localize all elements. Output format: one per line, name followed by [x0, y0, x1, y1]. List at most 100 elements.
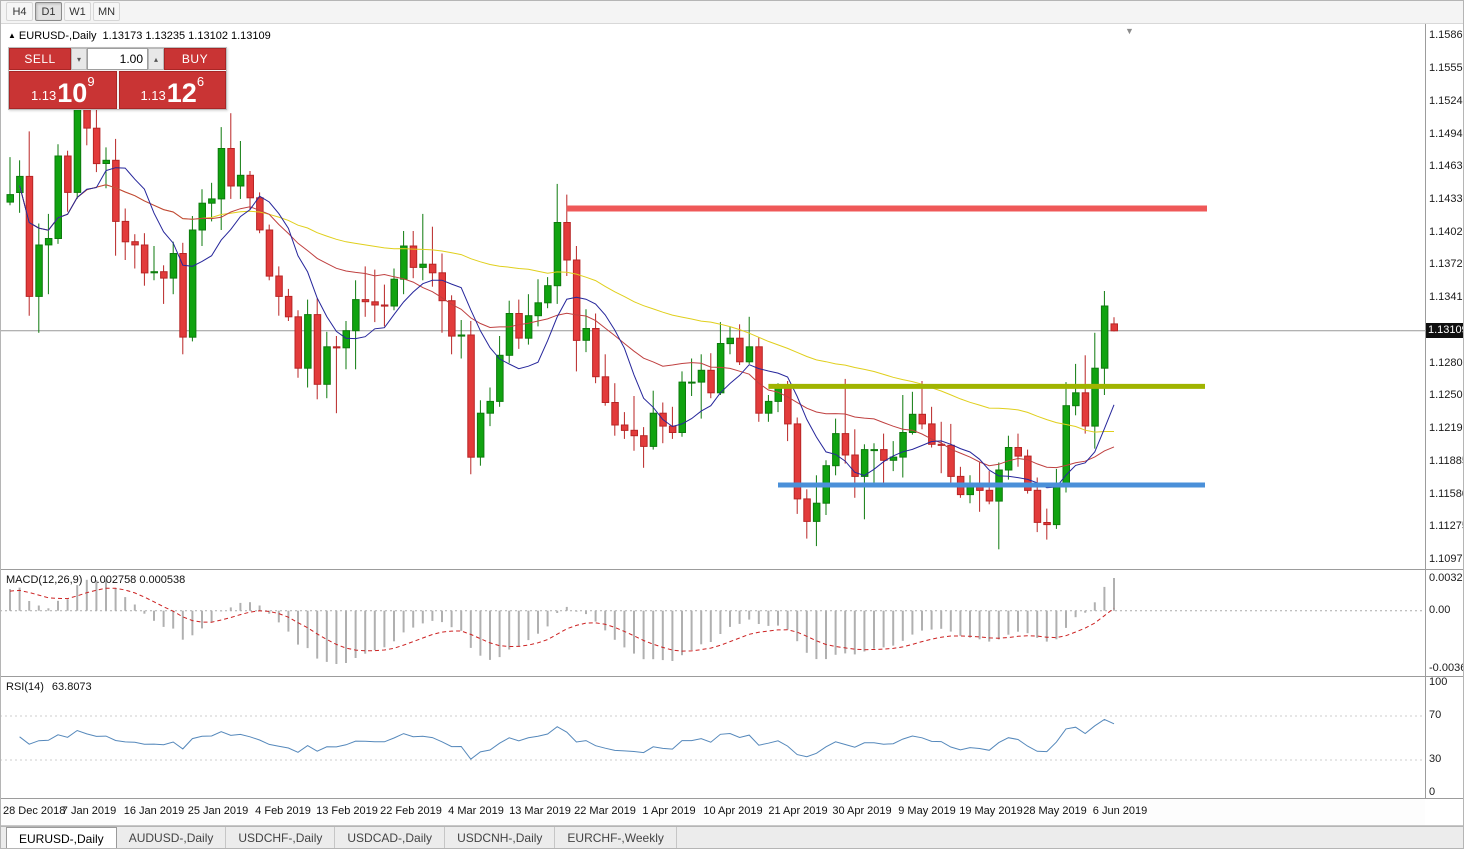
candle-body: [524, 315, 533, 339]
candle-body: [812, 502, 821, 522]
candle-body: [400, 245, 408, 280]
candle-body: [851, 454, 859, 477]
buy-price-point: 6: [196, 74, 205, 89]
candle-body: [764, 400, 773, 414]
timeframe-button-mn[interactable]: MN: [93, 2, 120, 22]
date-axis-label: 22 Feb 2019: [380, 805, 442, 817]
candle-body: [284, 295, 293, 318]
volume-decrease-button[interactable]: ▾: [71, 48, 87, 70]
candle-body: [438, 272, 446, 302]
candle-body: [409, 245, 418, 268]
candle-body: [448, 300, 456, 337]
candle-body: [169, 253, 178, 279]
rsi-label: RSI(14) 63.8073: [6, 681, 100, 693]
candle-body: [793, 423, 802, 500]
sell-price-pips: 10: [57, 77, 88, 108]
candle-body: [985, 489, 994, 502]
candle-body: [784, 387, 792, 425]
macd-canvas[interactable]: [0, 570, 1425, 676]
rsi-axis-label: 70: [1429, 709, 1442, 721]
panel-separator[interactable]: [0, 569, 1464, 570]
candle-body: [899, 432, 907, 458]
macd-name: MACD(12,26,9): [6, 574, 83, 586]
sell-button[interactable]: SELL: [9, 48, 71, 70]
chart-tab-audusd-daily[interactable]: AUDUSD-,Daily: [117, 827, 227, 849]
buy-price-button[interactable]: 1.13 12 6: [118, 71, 226, 109]
candle-body: [160, 271, 168, 279]
chart-tab-usdchf-daily[interactable]: USDCHF-,Daily: [226, 827, 336, 849]
macd-axis-label: 0.003287: [1429, 572, 1464, 584]
candle-body: [236, 174, 245, 187]
candle-body: [265, 229, 274, 277]
candle-body: [227, 148, 235, 187]
top-toolbar: H4 D1 W1 MN: [0, 0, 1464, 24]
chart-tab-eurusd-daily[interactable]: EURUSD-,Daily: [6, 827, 117, 849]
price-axis-label: 1.15860: [1429, 29, 1464, 41]
macd-indicator-panel[interactable]: MACD(12,26,9) 0.002758 0.000538: [0, 570, 1425, 676]
macd-axis-label: -0.003659: [1429, 662, 1464, 674]
macd-values: 0.002758 0.000538: [90, 574, 186, 586]
date-axis[interactable]: 28 Dec 2018 7 Jan 2019 16 Jan 2019 25 Jan 2…: [0, 799, 1425, 825]
candle-body: [918, 413, 926, 425]
candle-body: [1014, 447, 1022, 457]
price-axis-label: 1.11885: [1429, 454, 1464, 467]
candle-body: [745, 346, 754, 363]
volume-increase-button[interactable]: ▴: [148, 48, 164, 70]
timeframe-button-h4[interactable]: H4: [6, 2, 33, 22]
rsi-indicator-panel[interactable]: RSI(14) 63.8073: [0, 677, 1425, 798]
candle-body: [44, 238, 53, 246]
chart-tab-usdcad-daily[interactable]: USDCAD-,Daily: [335, 827, 446, 849]
date-axis-label: 25 Jan 2019: [187, 805, 249, 817]
candle-body: [371, 301, 379, 306]
candle-body: [1052, 483, 1061, 526]
date-axis-label: 13 Mar 2019: [509, 805, 571, 817]
rsi-line: [19, 718, 1115, 760]
sell-price-button[interactable]: 1.13 10 9: [9, 71, 117, 109]
date-axis-label: 16 Jan 2019: [123, 805, 185, 817]
candle-body: [476, 412, 485, 458]
rsi-canvas[interactable]: [0, 677, 1425, 798]
date-axis-label: 28 May 2019: [1023, 805, 1087, 817]
date-axis-label: 30 Apr 2019: [832, 805, 892, 817]
timeframe-button-w1[interactable]: W1: [64, 2, 91, 22]
sell-price-point: 9: [87, 74, 95, 89]
candle-body: [1110, 323, 1118, 332]
candle-body: [217, 148, 226, 200]
panel-separator[interactable]: [0, 676, 1464, 677]
ma-mid-line: [19, 184, 1115, 469]
candle-body: [1024, 455, 1032, 491]
panel-separator: [0, 798, 1464, 799]
candle-body: [841, 433, 850, 456]
candle-body: [515, 313, 523, 339]
volume-input[interactable]: [87, 48, 148, 70]
candle-body: [582, 328, 590, 341]
candle-body: [179, 253, 187, 338]
candle-body: [860, 449, 869, 477]
date-axis-label: 19 May 2019: [959, 805, 1023, 817]
chart-tab-usdcnh-daily[interactable]: USDCNH-,Daily: [445, 827, 556, 849]
chart-symbol-label: EURUSD-,Daily: [18, 30, 97, 42]
price-axis-label: 1.13720: [1429, 258, 1464, 271]
price-axis-label: 1.15245: [1429, 94, 1464, 107]
date-axis-label: 7 Jan 2019: [61, 805, 117, 817]
buy-button[interactable]: BUY: [164, 48, 226, 70]
candle-body: [6, 194, 14, 203]
one-click-trade-panel: SELL ▾ ▴ BUY 1.13 10 9 1.13 12 6: [8, 47, 227, 110]
chart-tab-eurchf-weekly[interactable]: EURCHF-,Weekly: [555, 827, 677, 849]
timeframe-button-d1[interactable]: D1: [35, 2, 62, 22]
candle-body: [112, 159, 120, 222]
candle-body: [208, 198, 216, 204]
candle-body: [1072, 392, 1080, 407]
candle-body: [390, 278, 398, 307]
candle-body: [419, 263, 427, 268]
candle-body: [54, 155, 62, 239]
candle-body: [908, 413, 917, 433]
buy-price-pips: 12: [166, 77, 197, 108]
buy-price-prefix: 1.13: [140, 88, 166, 103]
candle-body: [563, 222, 571, 261]
price-chart-canvas[interactable]: [0, 24, 1425, 568]
price-axis[interactable]: 1.13109 1.15860 1.15550 1.15245 1.14940 1.14…: [1426, 24, 1464, 799]
candle-body: [620, 424, 629, 431]
candle-body: [928, 423, 936, 445]
main-chart-panel[interactable]: ▲ EURUSD-,Daily 1.13173 1.13235 1.13102 1.…: [0, 24, 1425, 569]
